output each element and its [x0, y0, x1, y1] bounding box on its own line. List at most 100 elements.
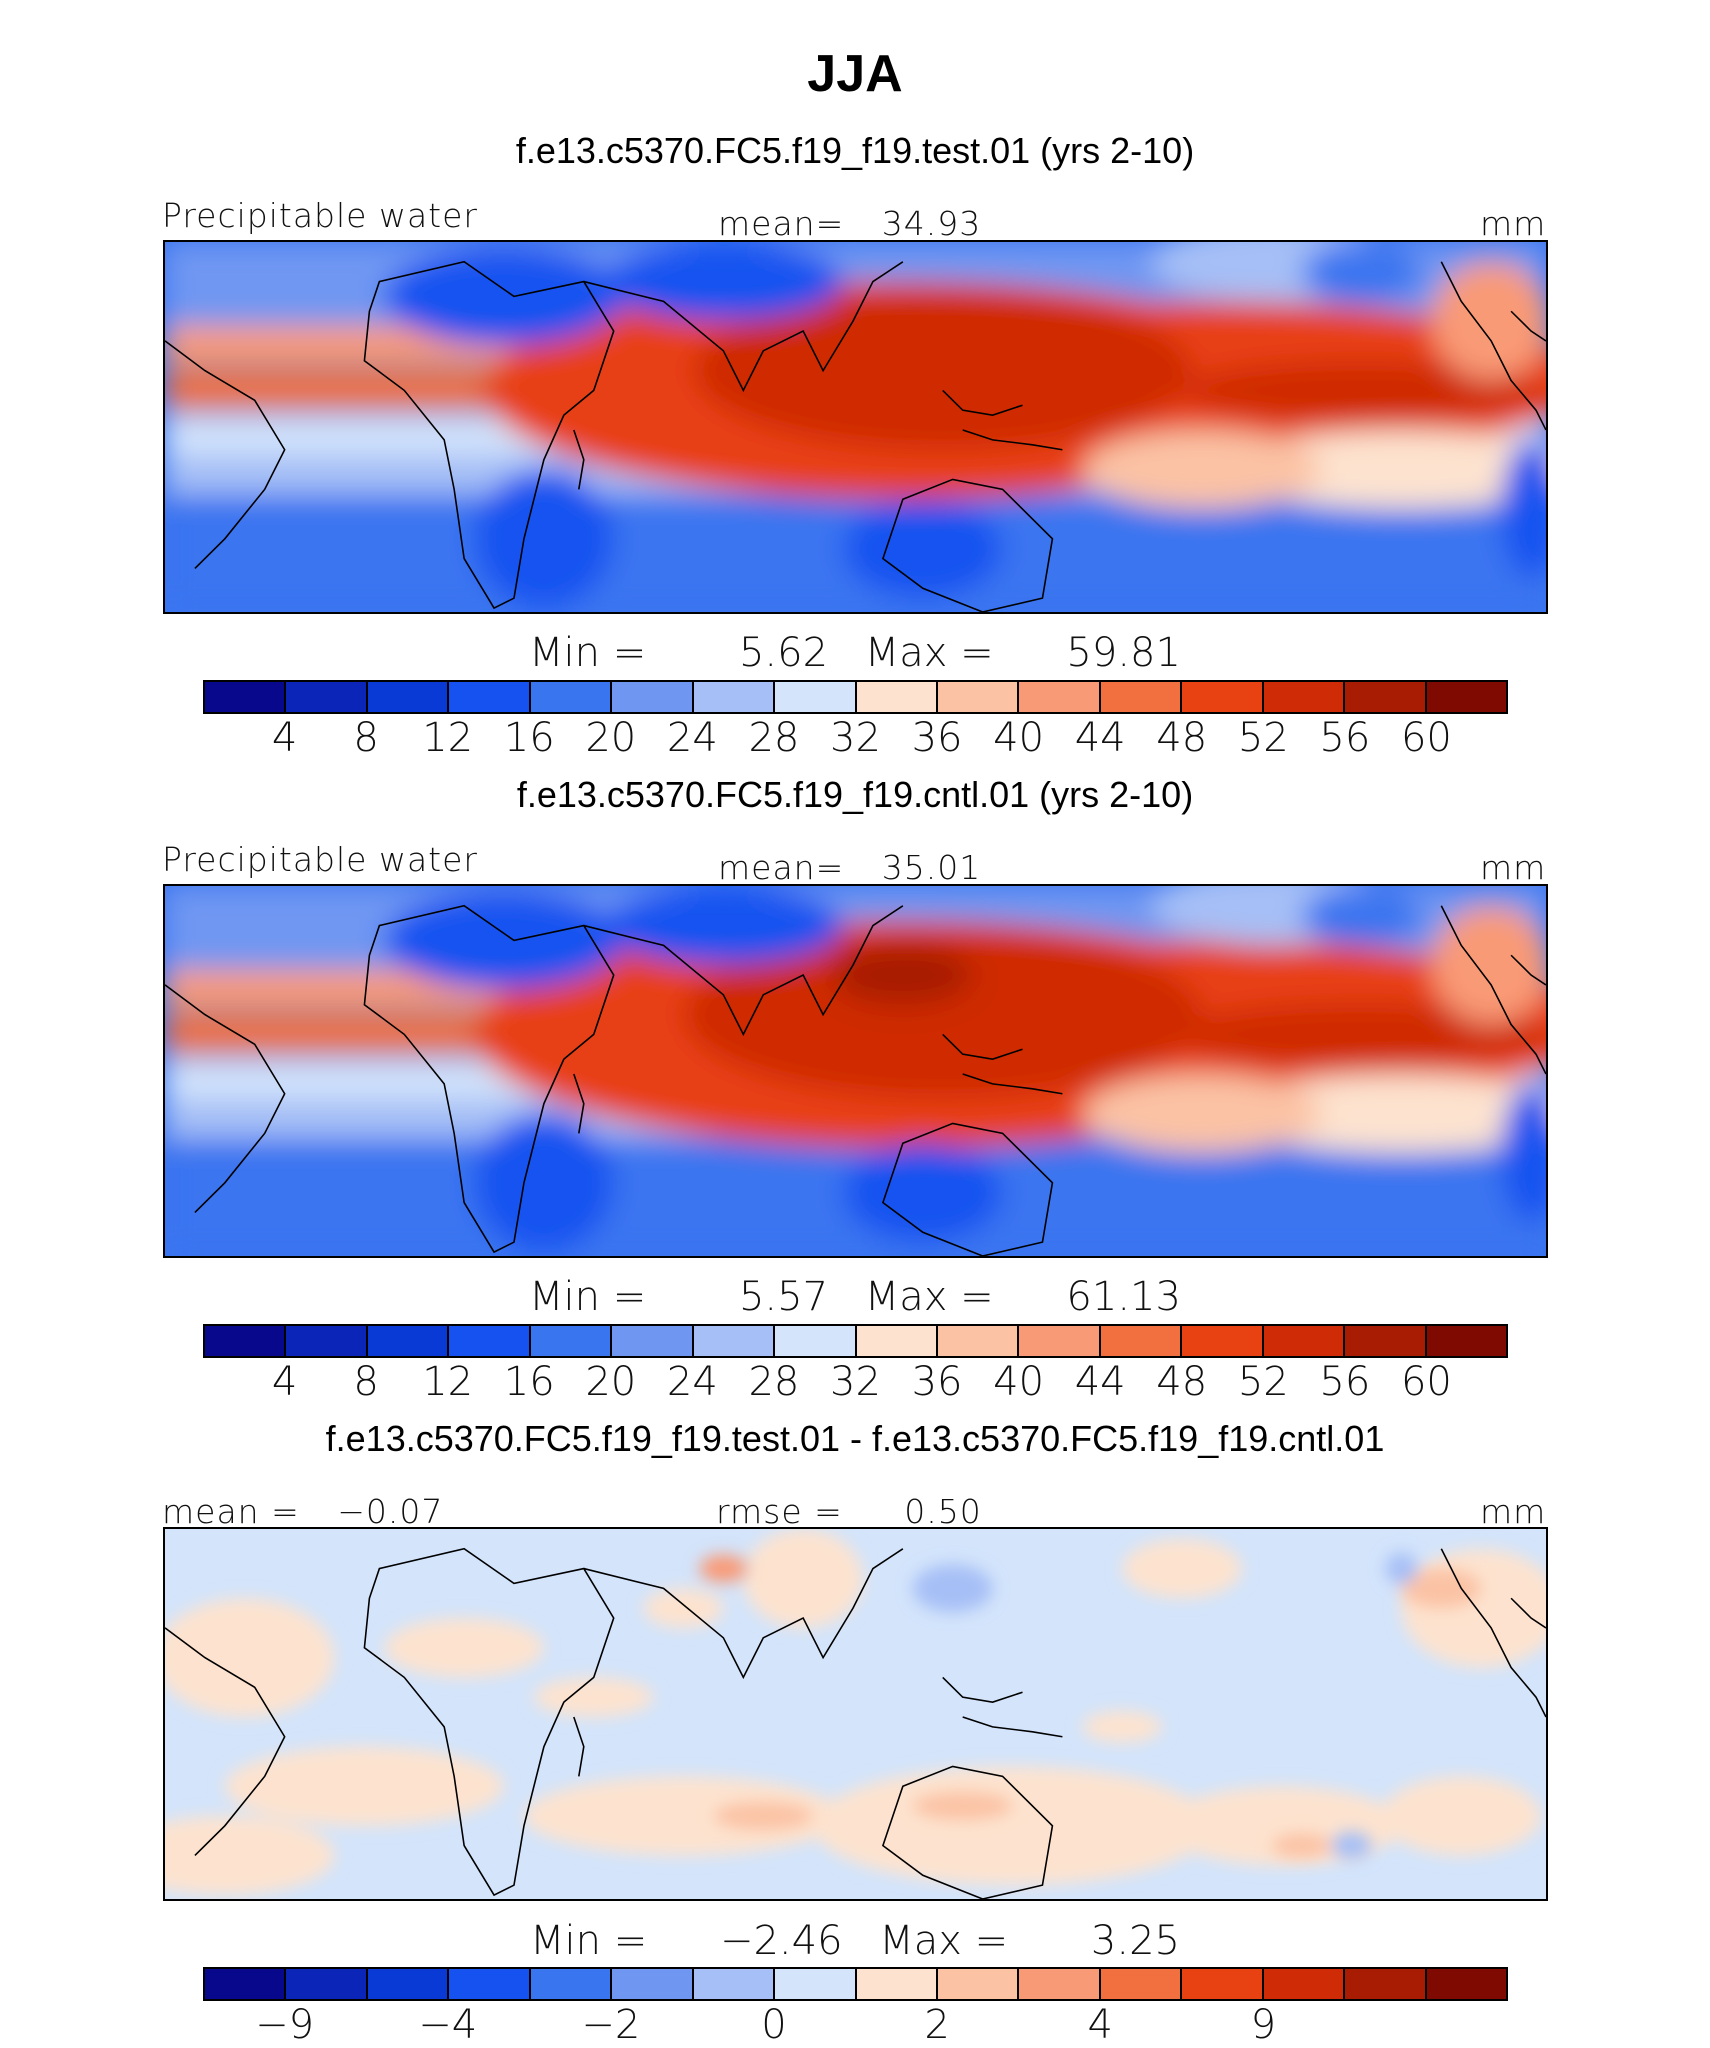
panel3-rmse-value: 0.50 — [904, 1492, 982, 1531]
panel2-colorbar-box-1 — [286, 1326, 368, 1356]
panel2-case-title: f.e13.c5370.FC5.f19_f19.cntl.01 (yrs 2-1… — [516, 774, 1194, 815]
panel2-colorbar-tick-label: 48 — [1156, 1359, 1208, 1405]
panel2-colorbar-tick-label: 56 — [1319, 1359, 1371, 1405]
panel2-colorbar-box-5 — [612, 1326, 694, 1356]
panel1-minmax: Min = 5.62 Max = 59.81 — [0, 630, 1710, 676]
panel2-colorbar-box-0 — [205, 1326, 287, 1356]
panel2-colorbar-tick-label: 12 — [422, 1359, 474, 1405]
panel1-max-value: 59.81 — [1066, 630, 1181, 676]
panel2-colorbar-tick-label: 60 — [1400, 1359, 1452, 1405]
panel2-units: mm — [1480, 848, 1547, 887]
panel2-min-label: Min = — [529, 1274, 647, 1320]
panel1-colorbar-box-6 — [693, 682, 776, 712]
panel2-variable-label: Precipitable water — [162, 840, 478, 879]
panel2-mean-label: mean= 35.01 — [718, 848, 981, 887]
panel1-colorbar-tick-label: 16 — [503, 715, 555, 761]
panel2-colorbar-box-3 — [449, 1326, 531, 1356]
panel2-max-label: Max = — [864, 1274, 994, 1320]
panel1-colorbar-box-8 — [856, 682, 938, 712]
panel2-colorbar-box-2 — [367, 1326, 450, 1356]
panel2-minmax: Min = 5.57 Max = 61.13 — [0, 1274, 1710, 1320]
panel2-colorbar-box-10 — [1019, 1326, 1101, 1356]
panel2-colorbar-box-6 — [693, 1326, 776, 1356]
panel2-colorbar-box-9 — [937, 1326, 1020, 1356]
panel1-colorbar-box-5 — [612, 682, 694, 712]
panel3-colorbar-tick-label: 9 — [1250, 2002, 1277, 2048]
panel2-colorbar-box-4 — [530, 1326, 613, 1356]
panel3-colorbar-ticks: −9 −4 −2 0 2 4 9 — [203, 2002, 1508, 2048]
panel3-max-value: 3.25 — [1090, 1918, 1180, 1964]
panel2-colorbar-tick-label: 28 — [748, 1359, 800, 1405]
panel3-mean-label-text: mean = — [162, 1492, 300, 1531]
panel2-colorbar-tick-label: 8 — [353, 1359, 379, 1405]
panel1-colorbar-tick-label: 52 — [1237, 715, 1289, 761]
panel1-mean-label: mean= 34.93 — [718, 204, 981, 243]
panel1-map-svg — [165, 242, 1546, 612]
panel2-coastlines — [165, 904, 1546, 1256]
panel1-case-title: f.e13.c5370.FC5.f19_f19.test.01 (yrs 2-1… — [515, 130, 1195, 171]
panel2-colorbar-box-12 — [1182, 1326, 1264, 1356]
panel2-colorbar — [203, 1324, 1508, 1358]
panel1-colorbar-box-2 — [367, 682, 450, 712]
panel1-colorbar-box-12 — [1182, 682, 1264, 712]
panel3-colorbar-box-7 — [775, 1969, 857, 1999]
panel3-map — [163, 1527, 1548, 1901]
panel1-units: mm — [1480, 204, 1547, 243]
panel3-colorbar-tick-label: −4 — [418, 2002, 478, 2048]
panel3-mean-label: mean = −0.07 — [162, 1492, 443, 1531]
panel2-colorbar-box-14 — [1345, 1326, 1427, 1356]
panel3-colorbar-box-12 — [1182, 1969, 1264, 1999]
panel1-colorbar-box-13 — [1263, 682, 1346, 712]
panel3-colorbar-box-5 — [612, 1969, 694, 1999]
panel2-colorbar-box-8 — [856, 1326, 938, 1356]
panel2-mean-label-text: mean= — [718, 848, 845, 887]
panel2-colorbar-tick-label: 4 — [271, 1359, 298, 1405]
panel1-mean-label-text: mean= — [718, 204, 845, 243]
panel3-units: mm — [1480, 1492, 1547, 1531]
panel3-colorbar-box-15 — [1426, 1969, 1506, 1999]
panel3-min-label: Min = — [530, 1918, 648, 1964]
panel3-colorbar-box-3 — [449, 1969, 531, 1999]
panel3-colorbar-tick-label: −2 — [581, 2002, 641, 2048]
panel1-colorbar-tick-label: 48 — [1156, 715, 1208, 761]
panel1-colorbar-box-1 — [286, 682, 368, 712]
panel2-colorbar-box-11 — [1100, 1326, 1183, 1356]
panel3-colorbar-box-9 — [937, 1969, 1020, 1999]
panel3-colorbar-box-14 — [1345, 1969, 1427, 1999]
panel2-colorbar-box-7 — [775, 1326, 857, 1356]
panel1-colorbar-tick-label: 36 — [911, 715, 963, 761]
panel1-colorbar-box-9 — [937, 682, 1020, 712]
panel3-colorbar-tick-label: −9 — [255, 2002, 315, 2048]
panel1-min-label: Min = — [529, 630, 647, 676]
panel3-colorbar-box-13 — [1263, 1969, 1346, 1999]
panel2-colorbar-tick-label: 36 — [911, 1359, 963, 1405]
panel1-colorbar-box-11 — [1100, 682, 1183, 712]
panel1-colorbar-box-10 — [1019, 682, 1101, 712]
panel3-colorbar-box-1 — [286, 1969, 368, 1999]
panel3-colorbar — [203, 1967, 1508, 2001]
panel1-colorbar-tick-label: 32 — [830, 715, 881, 761]
panel3-colorbar-box-0 — [205, 1969, 287, 1999]
panel1-map — [163, 240, 1548, 614]
panel1-colorbar-tick-label: 20 — [585, 715, 637, 761]
panel1-colorbar-box-14 — [1345, 682, 1427, 712]
panel2-map-svg — [165, 886, 1546, 1256]
panel3-min-value: −2.46 — [719, 1918, 843, 1964]
panel2-colorbar-tick-label: 20 — [585, 1359, 637, 1405]
panel1-colorbar-ticks: 4 8 12 16 20 24 28 32 36 40 44 48 52 56 60 — [203, 715, 1508, 761]
panel2-min-value: 5.57 — [738, 1274, 829, 1320]
panel3-colorbar-tick-label: 2 — [924, 2002, 950, 2048]
panel3-rmse-label-text: rmse = — [716, 1492, 843, 1531]
panel1-colorbar-tick-label: 40 — [993, 715, 1045, 761]
panel3-map-svg — [165, 1529, 1546, 1899]
panel3-case-title: f.e13.c5370.FC5.f19_f19.test.01 - f.e13.… — [325, 1418, 1385, 1459]
panel3-colorbar-tick-label: 0 — [761, 2002, 787, 2048]
panel1-colorbar-box-3 — [449, 682, 531, 712]
panel3-minmax: Min = −2.46 Max = 3.25 — [0, 1918, 1710, 1964]
panel1-min-value: 5.62 — [738, 630, 829, 676]
panel2-colorbar-box-15 — [1426, 1326, 1506, 1356]
panel1-colorbar-tick-label: 24 — [666, 715, 718, 761]
panel1-colorbar-tick-label: 8 — [353, 715, 379, 761]
panel1-colorbar — [203, 680, 1508, 714]
panel3-colorbar-box-11 — [1100, 1969, 1183, 1999]
